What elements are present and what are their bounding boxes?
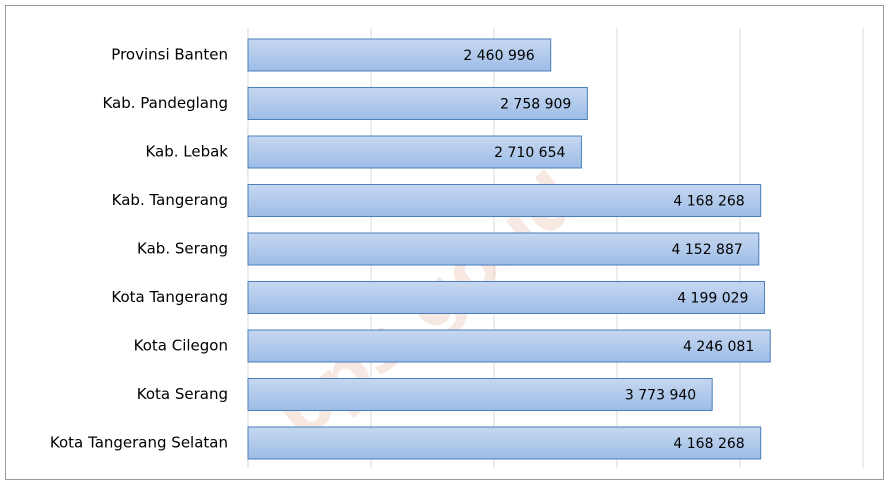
value-label: 2 758 909 xyxy=(500,97,571,113)
y-tick-label: Provinsi Banten xyxy=(111,46,228,64)
y-tick-label: Kab. Serang xyxy=(137,240,228,258)
bar xyxy=(247,38,552,72)
y-tick-label: Kab. Lebak xyxy=(145,143,228,161)
value-label: 4 168 268 xyxy=(673,436,744,452)
y-tick-label: Kab. Pandeglang xyxy=(102,94,228,112)
y-tick-label: Kab. Tangerang xyxy=(112,191,228,209)
bar xyxy=(247,329,771,363)
value-label: 4 152 887 xyxy=(672,242,743,258)
bar xyxy=(247,281,765,314)
bar xyxy=(247,184,762,217)
y-tick-label: Kota Tangerang xyxy=(111,288,228,306)
y-tick-label: Kota Tangerang Selatan xyxy=(50,434,228,452)
value-label: 2 710 654 xyxy=(494,145,565,161)
value-label: 4 246 081 xyxy=(683,339,754,355)
value-label: 4 168 268 xyxy=(673,194,744,210)
bar xyxy=(247,87,588,120)
bar xyxy=(247,426,762,460)
value-label: 3 773 940 xyxy=(625,388,696,404)
bar xyxy=(247,135,582,169)
value-label: 4 199 029 xyxy=(677,291,748,307)
y-tick-label: Kota Serang xyxy=(137,385,228,403)
y-tick-label: Kota Cilegon xyxy=(134,337,228,355)
value-label: 2 460 996 xyxy=(463,48,534,64)
bar xyxy=(247,378,713,411)
bar xyxy=(247,232,760,266)
